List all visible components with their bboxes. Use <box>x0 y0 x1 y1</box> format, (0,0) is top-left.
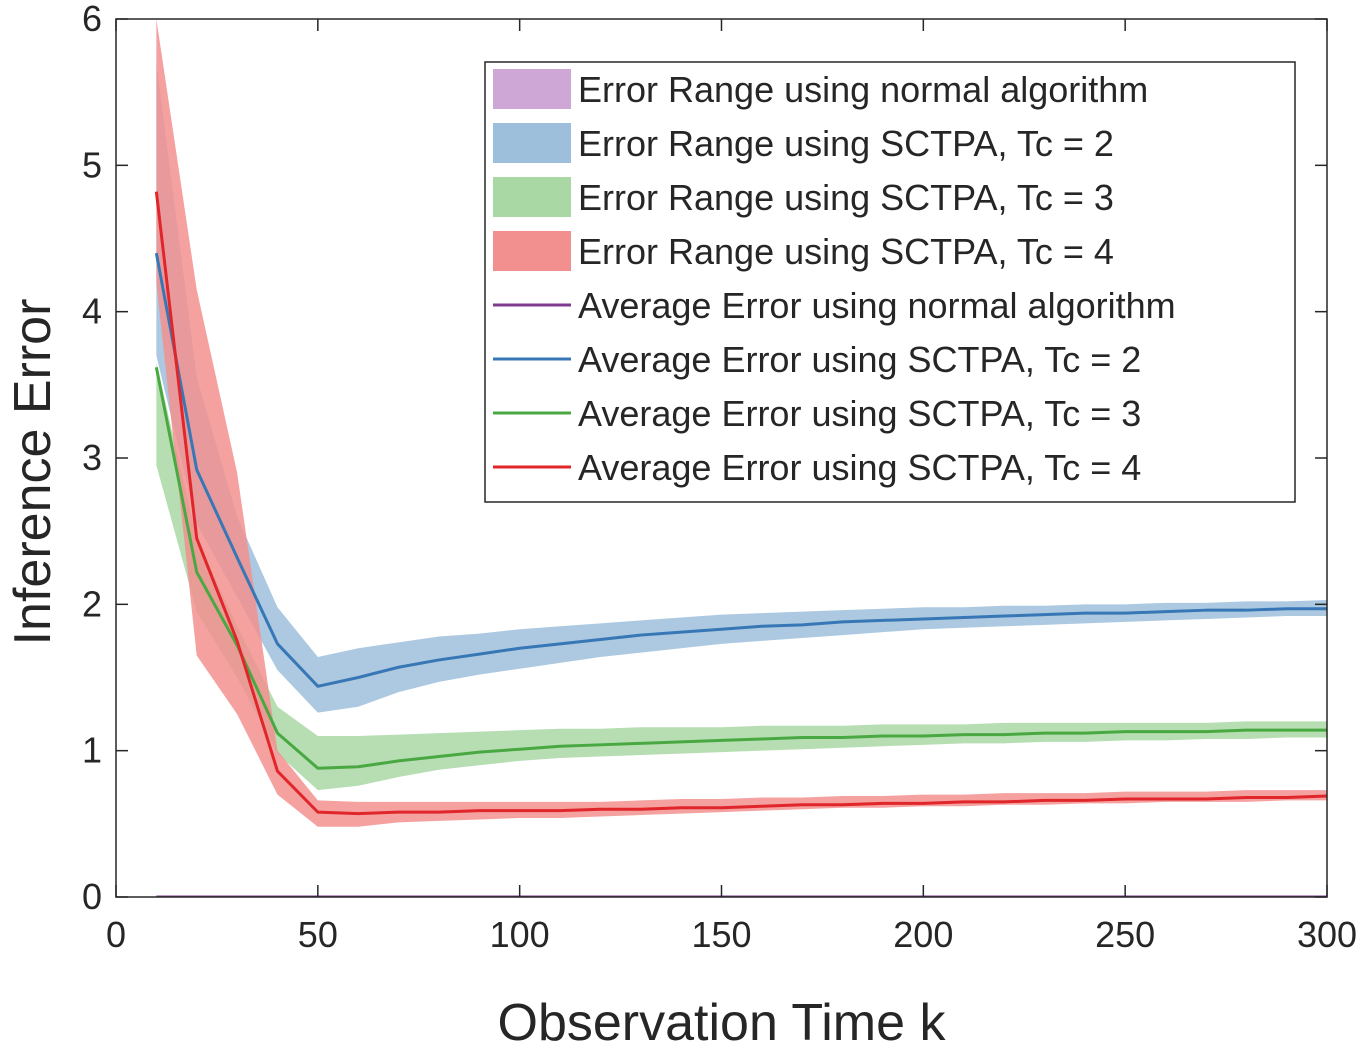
legend-label-band-3: Error Range using SCTPA, Tc = 4 <box>578 231 1114 272</box>
legend-label-band-0: Error Range using normal algorithm <box>578 69 1148 110</box>
y-tick-label: 1 <box>82 730 102 771</box>
y-tick-label: 4 <box>82 291 102 332</box>
legend-label-line-0: Average Error using normal algorithm <box>578 285 1176 326</box>
y-tick-label: 5 <box>82 144 102 185</box>
average-error-line-3 <box>154 191 1327 816</box>
legend-swatch-band-0 <box>493 69 571 109</box>
x-tick-label: 250 <box>1095 914 1155 955</box>
legend-label-line-3: Average Error using SCTPA, Tc = 4 <box>578 447 1141 488</box>
x-tick-label: 50 <box>298 914 338 955</box>
error-range-band-3 <box>156 19 1327 827</box>
y-tick-label: 0 <box>82 876 102 917</box>
legend: Error Range using normal algorithm Error … <box>484 61 1296 503</box>
x-tick-label: 0 <box>106 914 126 955</box>
x-tick-label: 150 <box>691 914 751 955</box>
legend-label-band-2: Error Range using SCTPA, Tc = 3 <box>578 177 1114 218</box>
x-tick-label: 200 <box>893 914 953 955</box>
axis-ticks: 0 50 100 150 200 250 300 0 1 2 3 4 5 6 <box>82 0 1357 955</box>
average-error-line-2 <box>154 366 1327 770</box>
average-error-line-1 <box>154 252 1327 688</box>
legend-swatch-band-2 <box>493 177 571 217</box>
average-error-lines <box>154 191 1327 897</box>
x-tick-label: 300 <box>1297 914 1357 955</box>
legend-swatch-band-3 <box>493 231 571 271</box>
legend-label-line-1: Average Error using SCTPA, Tc = 2 <box>578 339 1141 380</box>
legend-box <box>484 61 1296 503</box>
legend-label-line-2: Average Error using SCTPA, Tc = 3 <box>578 393 1141 434</box>
error-range-band-1 <box>156 62 1327 713</box>
y-tick-label: 2 <box>82 583 102 624</box>
x-tick-label: 100 <box>490 914 550 955</box>
y-tick-label: 6 <box>82 0 102 39</box>
y-axis-label: Inference Error <box>4 299 62 646</box>
legend-label-band-1: Error Range using SCTPA, Tc = 2 <box>578 123 1114 164</box>
y-tick-label: 3 <box>82 437 102 478</box>
x-axis-label: Observation Time k <box>498 994 947 1052</box>
legend-swatch-band-1 <box>493 123 571 163</box>
